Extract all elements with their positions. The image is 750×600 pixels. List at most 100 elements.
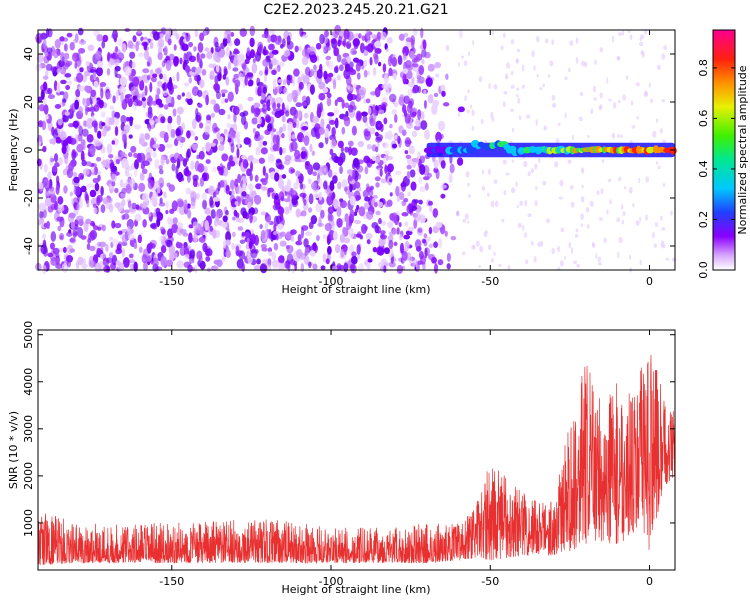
spectrogram-noise-cell xyxy=(121,233,128,245)
spectrogram-noise-cell xyxy=(546,218,550,224)
spectrogram-noise-cell xyxy=(163,191,167,199)
spectrogram-noise-cell xyxy=(114,222,122,229)
spectrogram-noise-cell xyxy=(411,130,418,138)
spectrogram-noise-cell xyxy=(163,104,169,110)
spectrogram-noise-cell xyxy=(261,178,268,186)
spectrogram-noise-cell xyxy=(383,247,390,255)
spectrogram-noise-cell xyxy=(214,45,221,52)
spectrogram-noise-cell xyxy=(181,92,185,97)
spectrogram-noise-cell xyxy=(248,183,254,191)
spectrogram-noise-cell xyxy=(63,52,70,60)
spectrogram-noise-cell xyxy=(344,146,349,153)
spectrogram-noise-cell xyxy=(147,179,154,190)
spectrogram-noise-cell xyxy=(292,75,296,87)
spectrogram-noise-cell xyxy=(172,76,176,82)
spectrogram-noise-cell xyxy=(423,89,427,95)
spectrogram-noise-cell xyxy=(50,256,58,267)
spectrogram-noise-cell xyxy=(205,159,211,165)
spectrogram-noise-cell xyxy=(186,98,193,106)
spectrogram-noise-cell xyxy=(333,108,339,114)
spectrogram-noise-cell xyxy=(356,72,361,80)
spectrogram-noise-cell xyxy=(386,37,393,44)
spectrogram-noise-cell xyxy=(415,119,419,127)
spectrogram-noise-cell xyxy=(384,43,388,51)
spectrogram-noise-cell xyxy=(59,36,65,42)
spectrogram-noise-cell xyxy=(366,70,371,76)
spectrogram-noise-cell xyxy=(230,31,235,37)
spectrogram-noise-cell xyxy=(208,185,215,196)
spectrogram-noise-cell xyxy=(424,247,428,259)
spectrogram-noise-cell xyxy=(158,177,165,189)
spectrogram-noise-cell xyxy=(276,102,281,109)
spectrogram-noise-cell xyxy=(100,111,106,118)
spectrogram-noise-cell xyxy=(331,152,338,161)
spectrogram-noise-cell xyxy=(134,168,138,178)
spectrogram-noise-cell xyxy=(534,163,538,170)
spectrogram-noise-cell xyxy=(349,94,357,101)
spectrogram-noise-cell xyxy=(90,89,97,98)
spectrogram-noise-cell xyxy=(407,88,413,97)
spectrogram-noise-cell xyxy=(284,184,291,192)
spectrogram-noise-cell xyxy=(354,219,362,225)
spectrogram-noise-cell xyxy=(142,192,149,203)
spectrogram-noise-cell xyxy=(267,187,271,198)
spectrogram-noise-cell xyxy=(366,262,371,270)
spectrogram-noise-cell xyxy=(229,179,236,191)
spectrogram-noise-cell xyxy=(192,143,198,151)
spectrogram-noise-cell xyxy=(233,48,239,54)
snr-x-tick-label: 0 xyxy=(646,575,653,588)
spectrogram-noise-cell xyxy=(222,167,229,177)
spectrogram-noise-cell xyxy=(401,104,407,114)
spectrogram-noise-cell xyxy=(259,224,263,230)
spectrogram-noise-cell xyxy=(649,98,654,104)
spectrogram-noise-cell xyxy=(362,115,368,123)
spectrogram-noise-cell xyxy=(177,94,182,100)
spectrogram-noise-cell xyxy=(326,92,332,99)
spectrogram-noise-cell xyxy=(375,210,381,216)
spectrogram-noise-cell xyxy=(432,208,439,218)
spectrogram-noise-cell xyxy=(141,168,148,175)
spectrogram-noise-cell xyxy=(373,52,379,60)
spectrogram-noise-cell xyxy=(378,217,382,225)
spectrogram-noise-cell xyxy=(374,86,381,98)
spectrogram-noise-cell xyxy=(53,80,58,92)
spectrogram-noise-cell xyxy=(226,34,231,44)
spectrogram-noise-cell xyxy=(347,140,354,147)
spectrogram-noise-cell xyxy=(527,171,531,177)
spectrogram-noise-cell xyxy=(411,39,415,50)
spectrogram-noise-cell xyxy=(128,259,136,264)
spectrogram-noise-cell xyxy=(515,181,518,187)
spectrogram-noise-cell xyxy=(85,161,92,167)
spectrogram-noise-cell xyxy=(129,178,136,189)
spectrogram-noise-cell xyxy=(110,165,118,172)
spectrogram-noise-cell xyxy=(311,150,315,156)
spectrogram-noise-cell xyxy=(242,159,249,169)
spectrogram-noise-cell xyxy=(112,238,119,247)
spectrogram-noise-cell xyxy=(375,182,380,188)
spectrogram-noise-cell xyxy=(128,116,134,122)
spectrogram-noise-cell xyxy=(184,246,189,255)
spectrogram-noise-cell xyxy=(502,159,507,165)
spectrogram-noise-cell xyxy=(84,105,89,116)
spectrogram-noise-cell xyxy=(72,171,77,179)
spectrogram-noise-cell xyxy=(59,130,67,141)
spectrogram-noise-cell xyxy=(445,73,449,80)
spectrogram-noise-cell xyxy=(407,226,415,232)
spectrogram-noise-cell xyxy=(155,67,162,75)
spectrogram-noise-cell xyxy=(55,263,63,270)
spectrogram-noise-cell xyxy=(242,182,247,192)
spectrogram-noise-cell xyxy=(493,179,498,184)
spectrogram-noise-cell xyxy=(405,59,412,69)
spectrogram-noise-cell xyxy=(408,202,413,212)
spectrogram-noise-cell xyxy=(578,116,583,122)
spectrogram-noise-cell xyxy=(408,145,415,155)
spectrogram-noise-cell xyxy=(327,206,334,215)
spectrogram-noise-cell xyxy=(131,202,137,210)
spectrogram-noise-cell xyxy=(199,79,205,89)
spectrogram-noise-cell xyxy=(232,77,236,83)
spectrogram-noise-cell xyxy=(126,173,133,178)
spectrogram-noise-cell xyxy=(298,81,304,90)
spectrogram-noise-cell xyxy=(205,141,211,152)
spectrogram-noise-cell xyxy=(349,195,356,206)
spectrogram-noise-cell xyxy=(391,57,398,67)
